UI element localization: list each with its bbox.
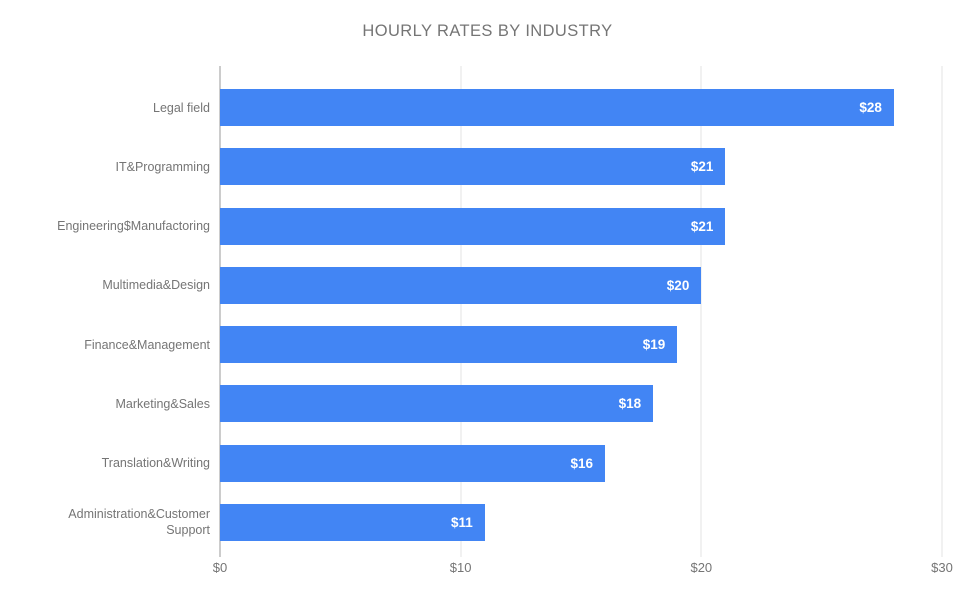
- category-label-multimedia-design: Multimedia&Design: [102, 278, 210, 293]
- bar-value-label: $21: [690, 159, 714, 175]
- bar-multimedia-design: $20: [220, 266, 702, 304]
- category-label-administration-customer-support: Administration&Customer Support: [68, 507, 210, 538]
- x-tick-label: $20: [690, 560, 713, 575]
- bar-translation-writing: $16: [220, 444, 606, 482]
- bar-legal-field: $28: [220, 89, 894, 127]
- category-label-engineering-manufactoring: Engineering$Manufactoring: [57, 219, 210, 234]
- bar-row: $20: [220, 256, 942, 315]
- gridline: [460, 66, 462, 557]
- bar-value-label: $18: [618, 396, 642, 412]
- bar-row: $21: [220, 137, 942, 196]
- bar-value-label: $19: [642, 337, 666, 353]
- gridline: [941, 66, 943, 557]
- bar-value-label: $16: [570, 455, 594, 471]
- bar-it-programming: $21: [220, 148, 726, 186]
- bar-value-label: $11: [450, 514, 473, 530]
- bar-value-label: $20: [666, 277, 690, 293]
- plot-area: $28 $21 $21 $20 $19 $18 $16 $11: [219, 66, 943, 557]
- bar-value-label: $21: [690, 218, 714, 234]
- gridline: [700, 66, 702, 557]
- chart-title: HOURLY RATES BY INDUSTRY: [362, 22, 613, 40]
- bar-finance-management: $19: [220, 326, 678, 364]
- bars-group: $28 $21 $21 $20 $19 $18 $16 $11: [220, 78, 942, 552]
- bar-marketing-sales: $18: [220, 385, 654, 423]
- bar-row: $28: [220, 78, 942, 137]
- bar-row: $11: [220, 493, 942, 552]
- category-label-it-programming: IT&Programming: [115, 159, 210, 174]
- value-axis-labels: $0 $10 $20 $30: [213, 560, 953, 580]
- bar-row: $21: [220, 197, 942, 256]
- category-label-translation-writing: Translation&Writing: [101, 456, 210, 471]
- bar-row: $16: [220, 434, 942, 493]
- bar-administration-customer-support: $11: [220, 503, 485, 541]
- x-tick-label: $0: [212, 560, 228, 575]
- category-label-finance-management: Finance&Management: [84, 337, 210, 352]
- x-tick-label: $10: [449, 560, 472, 575]
- bar-row: $19: [220, 315, 942, 374]
- bar-row: $18: [220, 374, 942, 433]
- category-label-legal-field: Legal field: [153, 100, 210, 115]
- category-axis-labels: Legal field IT&Programming Engineering$Man…: [0, 78, 210, 552]
- x-tick-label: $30: [931, 560, 953, 575]
- category-label-marketing-sales: Marketing&Sales: [115, 396, 211, 411]
- baseline-axis-line: [219, 66, 221, 557]
- bar-engineering-manufactoring: $21: [220, 207, 726, 245]
- bar-value-label: $28: [859, 100, 882, 116]
